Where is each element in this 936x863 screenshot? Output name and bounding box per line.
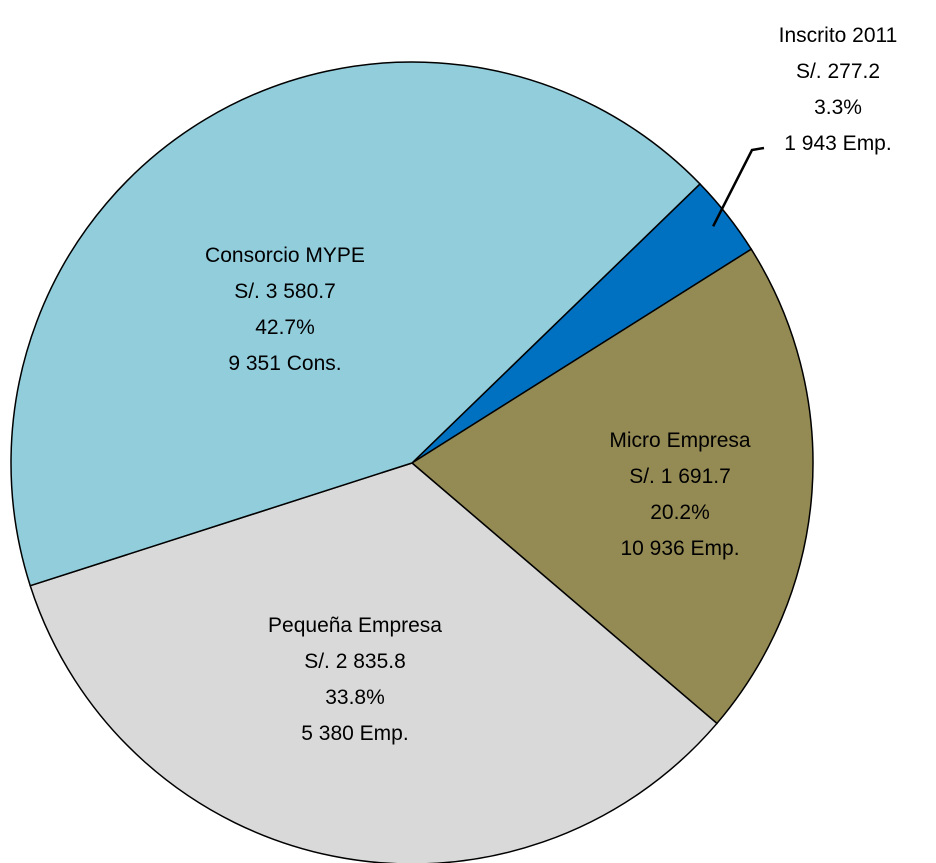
label-line: Consorcio MYPE bbox=[205, 244, 365, 267]
label-line: 20.2% bbox=[650, 501, 710, 524]
label-line: Micro Empresa bbox=[609, 429, 751, 452]
label-line: 10 936 Emp. bbox=[620, 537, 740, 560]
label-line: S/. 277.2 bbox=[795, 60, 881, 83]
label-line: 33.8% bbox=[325, 686, 385, 709]
label-line: S/. 1 691.7 bbox=[629, 465, 731, 488]
data-label: Inscrito 2011 S/. 277.2 3.3% 1 943 Emp. bbox=[779, 18, 898, 162]
label-line: S/. 2 835.8 bbox=[304, 650, 406, 673]
label-line: 1 943 Emp. bbox=[784, 132, 892, 155]
label-line: S/. 3 580.7 bbox=[234, 280, 336, 303]
pie-slice bbox=[410, 248, 814, 725]
label-line: 9 351 Cons. bbox=[228, 352, 342, 375]
pie-slice bbox=[10, 61, 702, 587]
label-line: Pequeña Empresa bbox=[268, 614, 442, 637]
label-line: 42.7% bbox=[255, 316, 315, 339]
pie-slice bbox=[29, 462, 718, 863]
label-line: 3.3% bbox=[814, 96, 862, 119]
data-label: Micro Empresa S/. 1 691.7 20.2% 10 936 Emp. bbox=[609, 423, 750, 567]
data-label: Consorcio MYPE S/. 3 580.7 42.7% 9 351 Cons… bbox=[205, 238, 365, 382]
data-label: Pequeña Empresa S/. 2 835.8 33.8% 5 380 Emp… bbox=[268, 608, 442, 752]
label-line: 5 380 Emp. bbox=[301, 722, 409, 745]
leader-line bbox=[712, 146, 765, 227]
label-line: Inscrito 2011 bbox=[778, 24, 898, 47]
